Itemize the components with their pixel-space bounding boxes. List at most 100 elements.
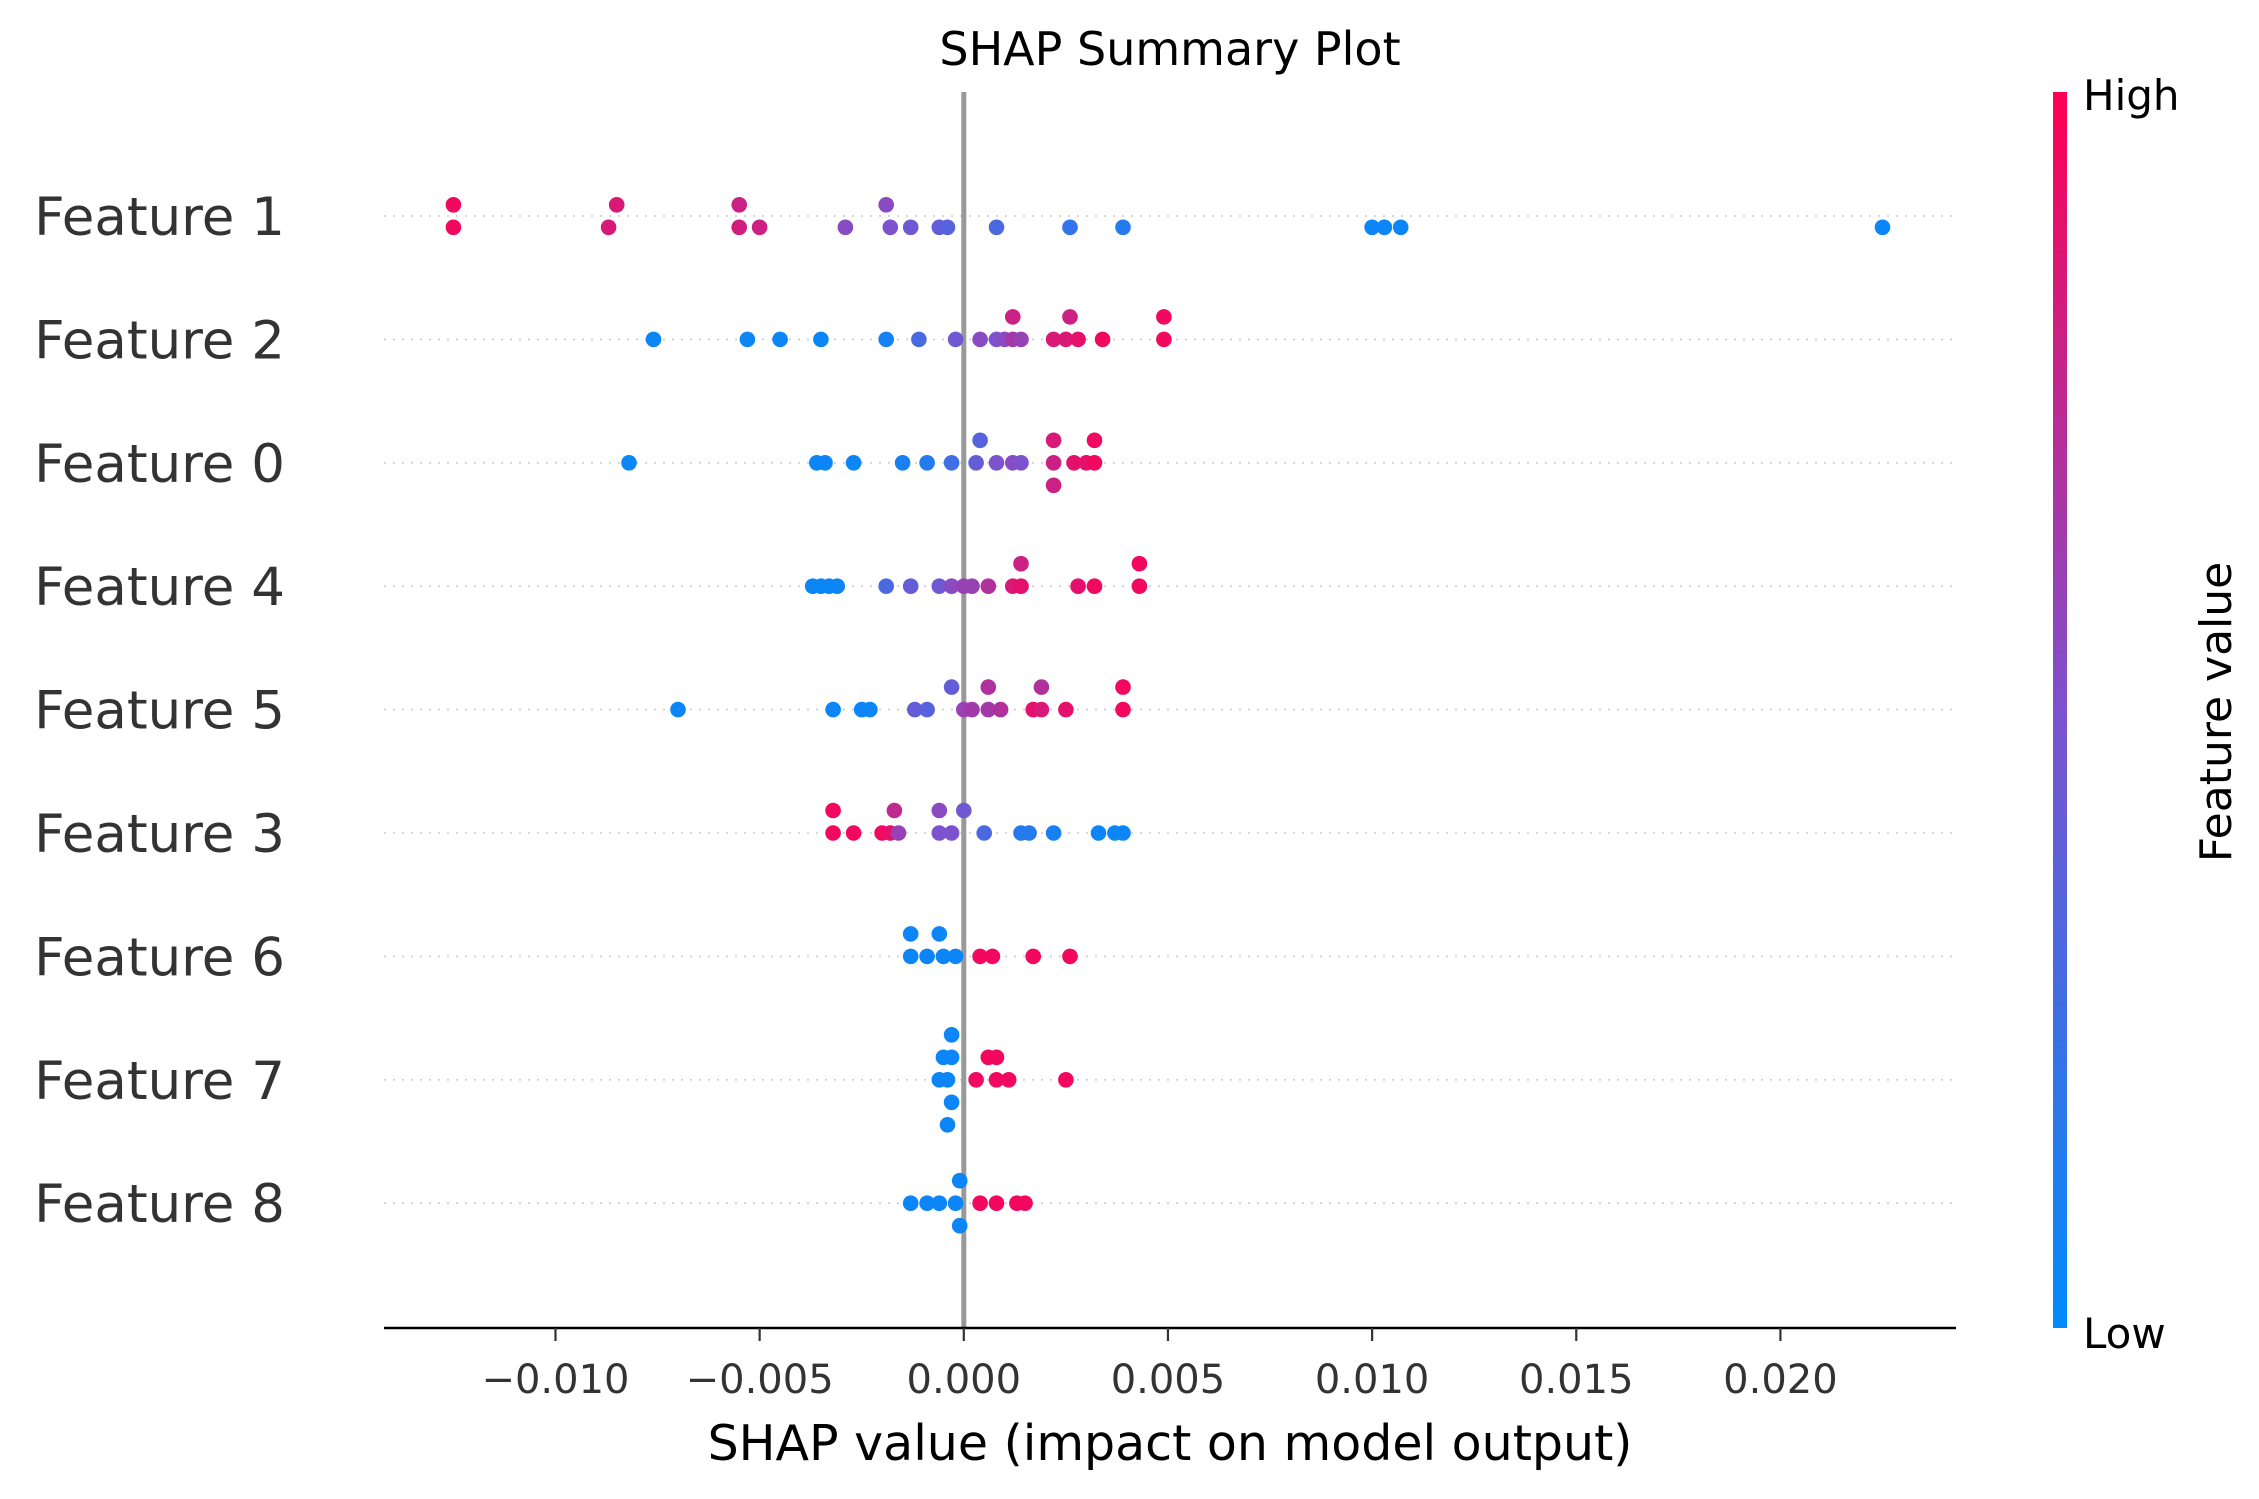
shap-point [1013,578,1029,594]
shap-point [1376,219,1393,236]
x-tick-label: 0.005 [1111,1357,1226,1403]
shap-point [1086,455,1103,471]
shap-point [1013,331,1029,348]
shap-point [1156,309,1172,325]
shap-point [1025,948,1041,965]
shap-point [935,948,952,965]
feature-label: Feature 4 [34,557,285,618]
shap-point [837,219,854,236]
shap-point [988,455,1005,471]
shap-point [1005,309,1021,325]
shap-point [1062,948,1078,965]
shap-point [1033,701,1050,718]
shap-point [1131,578,1148,594]
shap-point [1115,701,1131,718]
shap-point [817,455,833,471]
shap-point [919,948,935,965]
shap-point [772,331,788,348]
shap-point [988,1049,1005,1066]
shap-point [943,578,960,594]
shap-point [902,219,919,236]
feature-label: Feature 0 [34,434,285,495]
feature-label: Feature 1 [34,187,285,248]
shap-point [1045,825,1062,841]
shap-point [751,219,768,236]
feature-label: Feature 6 [34,927,285,988]
shap-point [947,1195,964,1211]
shap-point [1045,432,1062,449]
shap-point [1062,309,1078,325]
colorbar-title: Feature value [2191,562,2242,862]
shap-point [1058,701,1074,718]
shap-point [972,432,988,449]
shap-point [1021,825,1037,841]
shap-point [951,1172,968,1189]
shap-point [1874,219,1891,236]
shap-point [931,802,948,819]
shap-point [608,197,625,213]
shap-point [931,926,948,942]
shap-point [1115,825,1131,841]
feature-label: Feature 7 [34,1051,285,1112]
shap-point [972,331,988,348]
x-tick-label: −0.005 [686,1357,834,1403]
shap-point [445,219,462,236]
shap-point [980,701,997,718]
shap-point [988,1072,1005,1088]
shap-point [976,825,992,841]
x-axis-title: SHAP value (impact on model output) [708,1415,1633,1472]
shap-point [1062,219,1078,236]
feature-label: Feature 8 [34,1174,285,1235]
shap-point [943,1094,960,1111]
shap-point [878,578,894,594]
shap-point [902,948,919,965]
shap-point [731,219,747,236]
feature-label: Feature 5 [34,681,285,742]
x-tick-label: 0.015 [1519,1357,1634,1403]
shap-point [1045,331,1062,348]
shap-point [947,331,964,348]
shap-point [980,679,997,695]
shap-point [956,802,972,819]
shap-point [886,802,903,819]
shap-point [813,331,829,348]
shap-point [984,948,1001,965]
shap-point [988,219,1005,236]
shap-point [947,948,964,965]
shap-point [445,197,462,213]
shap-point [1000,1072,1017,1088]
shap-point [902,1195,919,1211]
shap-point [825,825,841,841]
colorbar-high-label: High [2083,71,2180,120]
shap-point [919,701,935,718]
shap-point [878,331,894,348]
shap-point [943,679,960,695]
shap-point [1045,455,1062,471]
shap-point [645,331,662,348]
shap-point [829,578,845,594]
shap-point [1066,455,1082,471]
feature-label: Feature 2 [34,310,285,371]
colorbar-low-label: Low [2083,1309,2166,1358]
shap-point [988,1195,1005,1211]
shap-point [878,197,894,213]
shap-point [1045,477,1062,494]
x-tick-label: −0.010 [481,1357,629,1403]
shap-point [1086,578,1103,594]
shap-point [943,455,960,471]
shap-point [1013,555,1029,572]
shap-point [1070,578,1086,594]
shap-point [845,825,862,841]
colorbar [2053,92,2067,1328]
chart-title: SHAP Summary Plot [939,22,1400,76]
shap-point [943,825,960,841]
x-tick-label: 0.000 [907,1357,1022,1403]
shap-point [1058,1072,1074,1088]
shap-point [1115,219,1131,236]
shap-point [621,455,637,471]
shap-point [600,219,617,236]
shap-point [1156,331,1172,348]
shap-point [939,1072,956,1088]
shap-point [911,331,927,348]
